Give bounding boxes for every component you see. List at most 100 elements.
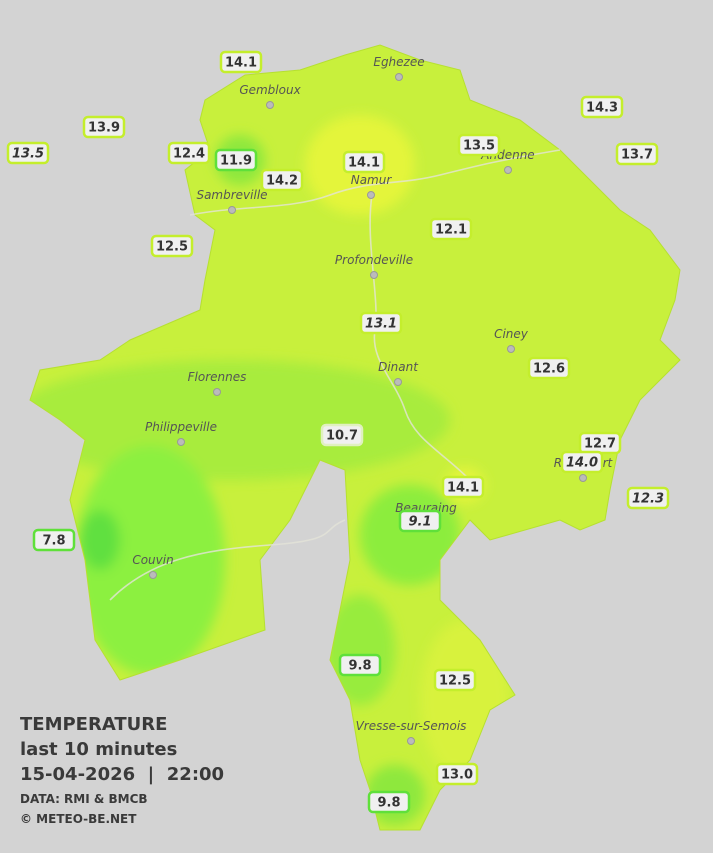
station-value: 13.7 bbox=[621, 148, 653, 163]
station: 12.5 bbox=[433, 668, 477, 692]
station-value: 13.0 bbox=[441, 768, 473, 783]
station-value: 13.5 bbox=[12, 147, 44, 162]
city-label: Gembloux bbox=[239, 83, 301, 97]
station-box bbox=[150, 234, 194, 258]
station-box bbox=[6, 141, 50, 165]
station-box bbox=[560, 450, 604, 474]
station-box bbox=[32, 528, 76, 552]
station-value: 12.6 bbox=[533, 362, 565, 377]
legend-title: TEMPERATURE bbox=[20, 714, 167, 735]
station: 12.5 bbox=[150, 234, 194, 258]
station-box bbox=[435, 762, 479, 786]
station: 9.1 bbox=[398, 509, 442, 533]
station: 13.9 bbox=[82, 115, 126, 139]
station-box bbox=[260, 168, 304, 192]
station: 14.2 bbox=[260, 168, 304, 192]
station: 11.9 bbox=[214, 148, 258, 172]
station-value: 9.1 bbox=[408, 515, 431, 530]
station-box bbox=[342, 150, 386, 174]
city-label: Dinant bbox=[378, 360, 419, 374]
station-value: 13.1 bbox=[365, 317, 397, 332]
station: 9.8 bbox=[367, 790, 411, 814]
station: 14.3 bbox=[580, 95, 624, 119]
station: 14.1 bbox=[219, 50, 263, 74]
station-value: 9.8 bbox=[348, 659, 371, 674]
city-label: Namur bbox=[351, 173, 393, 187]
station-box bbox=[167, 141, 211, 165]
station: 12.6 bbox=[527, 356, 571, 380]
station: 7.8 bbox=[32, 528, 76, 552]
station-box bbox=[429, 217, 473, 241]
station-box bbox=[441, 475, 485, 499]
station-value: 10.7 bbox=[326, 429, 358, 444]
station-box bbox=[367, 790, 411, 814]
station-box bbox=[457, 133, 501, 157]
city-label: Philippeville bbox=[145, 420, 217, 434]
station-value: 13.9 bbox=[88, 121, 120, 136]
station-box bbox=[82, 115, 126, 139]
station: 10.7 bbox=[320, 423, 364, 447]
station-box bbox=[626, 486, 670, 510]
station-value: 14.3 bbox=[586, 101, 618, 116]
city-dot bbox=[266, 101, 274, 109]
station-box bbox=[398, 509, 442, 533]
city-dot bbox=[407, 737, 415, 745]
station-value: 14.2 bbox=[266, 174, 298, 189]
station-box bbox=[320, 423, 364, 447]
station-box bbox=[580, 95, 624, 119]
city-label: Florennes bbox=[188, 370, 247, 384]
station: 12.4 bbox=[167, 141, 211, 165]
station-value: 11.9 bbox=[220, 154, 252, 169]
station-value: 12.5 bbox=[156, 240, 188, 255]
city-dot bbox=[579, 474, 587, 482]
city-label: Profondeville bbox=[335, 253, 413, 267]
city-label: Vresse-sur-Semois bbox=[356, 719, 467, 733]
legend-credit: © METEO-BE.NET bbox=[20, 812, 137, 826]
station: 12.3 bbox=[626, 486, 670, 510]
station-box bbox=[433, 668, 477, 692]
city-dot bbox=[504, 166, 512, 174]
city-label: Eghezee bbox=[373, 55, 424, 69]
station-value: 7.8 bbox=[42, 534, 65, 549]
city-label: Couvin bbox=[132, 553, 173, 567]
station-value: 12.1 bbox=[435, 223, 467, 238]
station-box bbox=[527, 356, 571, 380]
city-label: Sambreville bbox=[196, 188, 267, 202]
station: 13.5 bbox=[457, 133, 501, 157]
station-value: 12.3 bbox=[632, 492, 664, 507]
city-dot bbox=[394, 378, 402, 386]
station: 14.0 bbox=[560, 450, 604, 474]
legend-subtitle: last 10 minutes bbox=[20, 739, 177, 760]
station-value: 13.5 bbox=[463, 139, 495, 154]
stations: 14.1 13.9 13.5 12.4 11.9 14.2 14.1 13.5 14.3 13.7… bbox=[6, 50, 670, 814]
station: 13.1 bbox=[359, 311, 403, 335]
city-dot bbox=[213, 388, 221, 396]
station-value: 12.7 bbox=[584, 437, 616, 452]
station: 13.0 bbox=[435, 762, 479, 786]
legend-data: DATA: RMI & BMCB bbox=[20, 792, 148, 806]
city-dot bbox=[395, 73, 403, 81]
city-label: Ciney bbox=[494, 327, 529, 341]
station-value: 14.1 bbox=[447, 481, 479, 496]
city-dot bbox=[367, 191, 375, 199]
city-dot bbox=[228, 206, 236, 214]
station-box bbox=[615, 142, 659, 166]
station: 13.7 bbox=[615, 142, 659, 166]
rivers bbox=[109, 149, 561, 601]
station: 12.1 bbox=[429, 217, 473, 241]
station: 14.1 bbox=[342, 150, 386, 174]
station-box bbox=[338, 653, 382, 677]
station-value: 9.8 bbox=[377, 796, 400, 811]
station-box bbox=[359, 311, 403, 335]
station-value: 12.5 bbox=[439, 674, 471, 689]
city-dot bbox=[149, 571, 157, 579]
station: 13.5 bbox=[6, 141, 50, 165]
station-box bbox=[214, 148, 258, 172]
station-value: 12.4 bbox=[173, 147, 205, 162]
city-dot bbox=[370, 271, 378, 279]
city-dot bbox=[177, 438, 185, 446]
station-value: 14.1 bbox=[348, 156, 380, 171]
station-value: 14.1 bbox=[225, 56, 257, 71]
station: 12.7 bbox=[578, 431, 622, 455]
